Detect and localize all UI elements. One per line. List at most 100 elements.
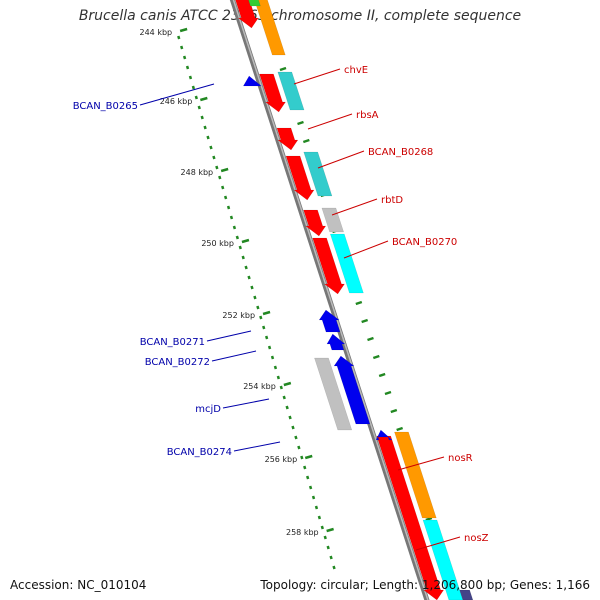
forward-gene-feature	[259, 73, 286, 113]
ruler-label: 246 kbp	[160, 97, 193, 106]
ruler-minor-tick	[273, 365, 278, 370]
reverse-gene-feature	[242, 75, 263, 87]
gene-label-bcan-b0268: BCAN_B0268	[368, 147, 433, 158]
forward-cds-feature	[248, 0, 261, 7]
gene-label-bcan-b0265: BCAN_B0265	[73, 101, 138, 112]
ruler-minor-tick	[262, 325, 266, 330]
gene-label-rbtd: rbtD	[381, 195, 403, 206]
ruler-minor-tick	[282, 395, 286, 400]
ruler-minor-tick	[314, 505, 319, 510]
label-leader-line	[307, 113, 353, 130]
forward-gene-feature	[235, 0, 259, 29]
label-leader-line	[222, 398, 270, 409]
forward-cds-feature	[329, 233, 364, 294]
ruler-minor-tick	[194, 95, 198, 100]
ruler-minor-tick	[276, 375, 281, 380]
label-leader-line	[206, 330, 252, 342]
outer-tick	[361, 318, 369, 324]
chromosome-backbone	[229, 0, 430, 600]
forward-gene-feature	[376, 435, 445, 600]
ruler-label: 248 kbp	[181, 168, 214, 177]
label-leader-line	[139, 83, 215, 106]
ruler-minor-tick	[306, 475, 310, 480]
ruler-minor-tick	[256, 305, 260, 310]
forward-cds-feature	[422, 519, 464, 600]
ruler-minor-tick	[218, 175, 222, 180]
ruler-minor-tick	[185, 65, 190, 70]
gene-label-nosr: nosR	[448, 453, 473, 464]
ruler-minor-tick	[182, 55, 187, 60]
forward-cds-feature	[459, 589, 474, 600]
ruler-minor-tick	[326, 545, 330, 550]
ruler-minor-tick	[323, 535, 327, 540]
ruler-minor-tick	[320, 525, 324, 530]
reverse-gene-feature	[326, 333, 346, 351]
ruler-minor-tick	[308, 485, 313, 490]
outer-tick	[355, 300, 363, 306]
ruler-minor-tick	[250, 285, 254, 290]
ruler-minor-tick	[264, 335, 269, 340]
ruler-minor-tick	[288, 415, 292, 420]
ruler-major-tick	[262, 310, 271, 316]
forward-cds-feature	[254, 0, 286, 56]
accession-text: Accession: NC_010104	[10, 578, 147, 592]
gene-label-bcan-b0270: BCAN_B0270	[392, 237, 457, 248]
outer-tick	[425, 516, 433, 522]
label-leader-line	[233, 441, 281, 452]
forward-cds-feature	[321, 207, 344, 233]
ruler-minor-tick	[223, 195, 228, 200]
label-leader-line	[293, 68, 341, 85]
label-leader-line	[331, 198, 378, 216]
gene-label-nosz: nosZ	[464, 533, 489, 544]
ruler-minor-tick	[191, 85, 196, 90]
forward-gene-feature	[285, 155, 315, 201]
ruler-label: 250 kbp	[201, 239, 234, 248]
ruler-minor-tick	[232, 225, 237, 230]
gene-label-chve: chvE	[344, 65, 368, 76]
gene-label-rbsa: rbsA	[356, 110, 379, 121]
ruler-minor-tick	[247, 275, 251, 280]
gene-label-bcan-b0271: BCAN_B0271	[140, 337, 205, 348]
ruler-minor-tick	[197, 105, 201, 110]
ruler-minor-tick	[177, 35, 181, 40]
ruler-major-tick	[220, 167, 229, 173]
ruler-minor-tick	[329, 555, 333, 560]
ruler-major-tick	[199, 96, 208, 102]
ruler-label: 254 kbp	[243, 382, 276, 391]
label-leader-line	[317, 150, 365, 169]
ruler-label: 244 kbp	[140, 28, 173, 37]
forward-cds-feature	[394, 431, 437, 519]
forward-gene-feature	[276, 127, 299, 151]
ruler-minor-tick	[244, 265, 248, 270]
ruler-minor-tick	[253, 295, 257, 300]
ruler-minor-tick	[206, 135, 210, 140]
ruler-minor-tick	[267, 345, 272, 350]
ruler-minor-tick	[241, 255, 245, 260]
label-leader-line	[343, 240, 389, 259]
forward-gene-feature	[312, 237, 345, 295]
ruler-label: 256 kbp	[265, 455, 298, 464]
reverse-gene-feature	[375, 429, 393, 441]
ruler-minor-tick	[297, 445, 301, 450]
ruler-minor-tick	[215, 165, 219, 170]
ruler-minor-tick	[203, 125, 207, 130]
label-leader-line	[211, 350, 257, 362]
ruler-label: 258 kbp	[286, 528, 319, 537]
outer-tick	[297, 120, 304, 126]
label-leader-line	[415, 536, 461, 551]
chromosome-backbone-highlight	[232, 0, 429, 600]
outer-tick	[279, 66, 287, 72]
ruler-minor-tick	[188, 75, 193, 80]
ruler-label: 252 kbp	[222, 311, 255, 320]
forward-cds-feature	[303, 151, 333, 197]
label-leader-line	[397, 456, 445, 471]
ruler-major-tick	[283, 381, 292, 387]
ruler-major-tick	[241, 238, 250, 244]
ruler-major-tick	[179, 27, 188, 33]
ruler-minor-tick	[300, 455, 304, 460]
reverse-cds-feature	[314, 357, 353, 431]
ruler-minor-tick	[229, 215, 234, 220]
forward-gene-feature	[303, 209, 327, 237]
ruler-minor-tick	[180, 45, 184, 50]
